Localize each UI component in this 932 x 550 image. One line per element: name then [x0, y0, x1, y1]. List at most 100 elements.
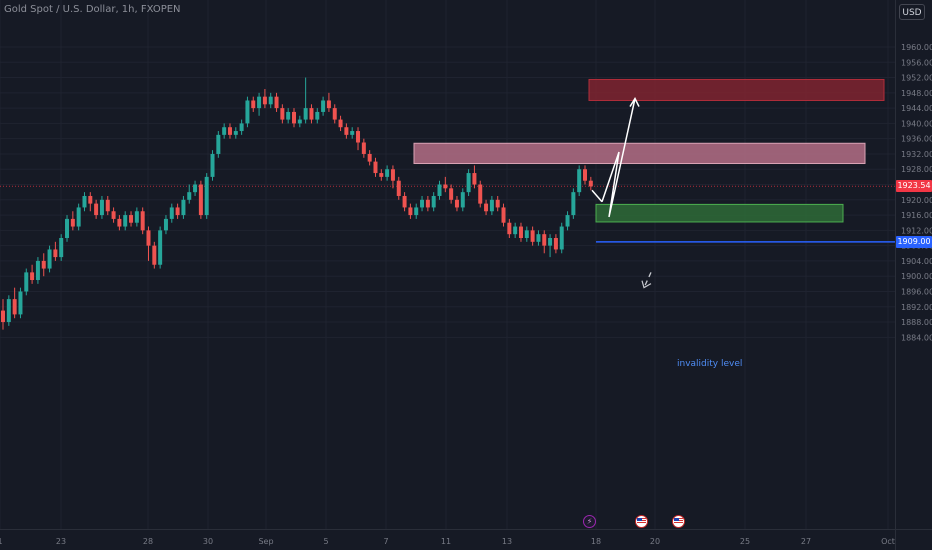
candle-body: [507, 222, 512, 235]
candle-body: [332, 108, 337, 120]
price-tick-label: 1956.00: [901, 58, 932, 67]
time-tick-label: 25: [740, 537, 750, 546]
candle-body: [280, 108, 285, 120]
candle-body: [472, 173, 477, 185]
invalidation-path-line: [643, 272, 652, 288]
lightning-glyph-icon: ⚡: [586, 517, 593, 526]
symbol-title: Gold Spot / U.S. Dollar, 1h, FXOPEN: [4, 4, 181, 15]
candle-body: [82, 195, 87, 208]
current-price-badge: 1923.54: [896, 180, 932, 193]
candle-body: [530, 230, 535, 242]
candle-body: [134, 211, 139, 223]
candle-body: [222, 127, 227, 135]
price-tick-label: 1900.00: [901, 272, 932, 281]
candle-body: [425, 199, 430, 208]
candle-body: [420, 199, 425, 208]
candle-body: [495, 199, 500, 208]
lightning-event-icon[interactable]: ⚡: [583, 515, 596, 528]
candle-body: [303, 108, 308, 120]
price-tick-label: 1940.00: [901, 119, 932, 128]
time-tick-label: 1: [0, 537, 3, 546]
candle-body: [402, 195, 407, 208]
time-tick-label: 7: [383, 537, 388, 546]
candle-body: [76, 207, 81, 227]
candle-body: [175, 207, 180, 216]
candle-body: [571, 192, 576, 216]
time-tick-label: 13: [502, 537, 512, 546]
candle-body: [484, 203, 489, 212]
candle-body: [1, 310, 5, 323]
candle-body: [350, 131, 355, 135]
candle-body: [123, 215, 128, 227]
candle-body: [41, 260, 46, 269]
candle-body: [344, 127, 349, 135]
candle-body: [227, 127, 232, 135]
price-tick-label: 1928.00: [901, 165, 932, 174]
candle-body: [53, 249, 58, 258]
projection-path-line: [601, 98, 636, 218]
candle-body: [559, 226, 564, 250]
candle-body: [286, 111, 291, 120]
candle-body: [257, 96, 262, 109]
candle-body: [414, 207, 419, 216]
candle-body: [187, 192, 192, 200]
candle-body: [542, 234, 547, 246]
price-tick-label: 1912.00: [901, 226, 932, 235]
price-tick-label: 1932.00: [901, 150, 932, 159]
candle-body: [99, 199, 104, 216]
candle-body: [577, 169, 582, 193]
candle-body: [518, 226, 523, 238]
candle-body: [460, 192, 465, 208]
candle-body: [198, 184, 203, 216]
candle-body: [466, 173, 471, 193]
price-tick-label: 1944.00: [901, 104, 932, 113]
candle-body: [315, 111, 320, 120]
candle-body: [117, 218, 122, 227]
candle-body: [408, 207, 413, 216]
candle-body: [18, 291, 23, 315]
time-tick-label: 28: [143, 537, 153, 546]
demand-zone: [595, 203, 844, 223]
candle-body: [454, 199, 459, 208]
candle-body: [274, 96, 279, 109]
candle-body: [361, 142, 366, 154]
candle-body: [367, 153, 372, 162]
candle-body: [193, 184, 198, 193]
candle-body: [181, 199, 186, 216]
candle-body: [431, 195, 436, 208]
price-tick-label: 1896.00: [901, 287, 932, 296]
time-tick-label: Oct: [881, 537, 895, 546]
price-tick-label: 1916.00: [901, 211, 932, 220]
candle-body: [338, 119, 343, 128]
currency-button[interactable]: USD: [899, 4, 925, 20]
price-tick-label: 1960.00: [901, 43, 932, 52]
candle-body: [245, 100, 250, 124]
price-tick-label: 1888.00: [901, 318, 932, 327]
price-tick-label: 1904.00: [901, 257, 932, 266]
candle-body: [385, 169, 390, 177]
candle-body: [536, 234, 541, 242]
candle-body: [152, 245, 157, 265]
candle-body: [251, 100, 256, 109]
time-tick-label: 27: [801, 537, 811, 546]
candle-body: [239, 123, 244, 132]
price-tick-label: 1948.00: [901, 89, 932, 98]
candle-body: [88, 195, 93, 204]
us-flag-event-icon-2[interactable]: [672, 515, 685, 528]
price-tick-label: 1936.00: [901, 135, 932, 144]
candle-body: [583, 169, 587, 181]
candle-body: [553, 238, 558, 250]
invalidity-level-label: invalidity level: [677, 359, 743, 369]
candle-body: [443, 184, 448, 189]
time-tick-label: 18: [591, 537, 601, 546]
candle-body: [24, 272, 29, 292]
candle-body: [268, 96, 273, 105]
candle-body: [163, 218, 168, 231]
candle-body: [292, 111, 296, 124]
candle-body: [216, 134, 221, 154]
supply-zone-mid: [413, 142, 866, 165]
candle-body: [158, 230, 163, 265]
candle-body: [437, 184, 442, 196]
us-flag-event-icon-1[interactable]: [635, 515, 648, 528]
